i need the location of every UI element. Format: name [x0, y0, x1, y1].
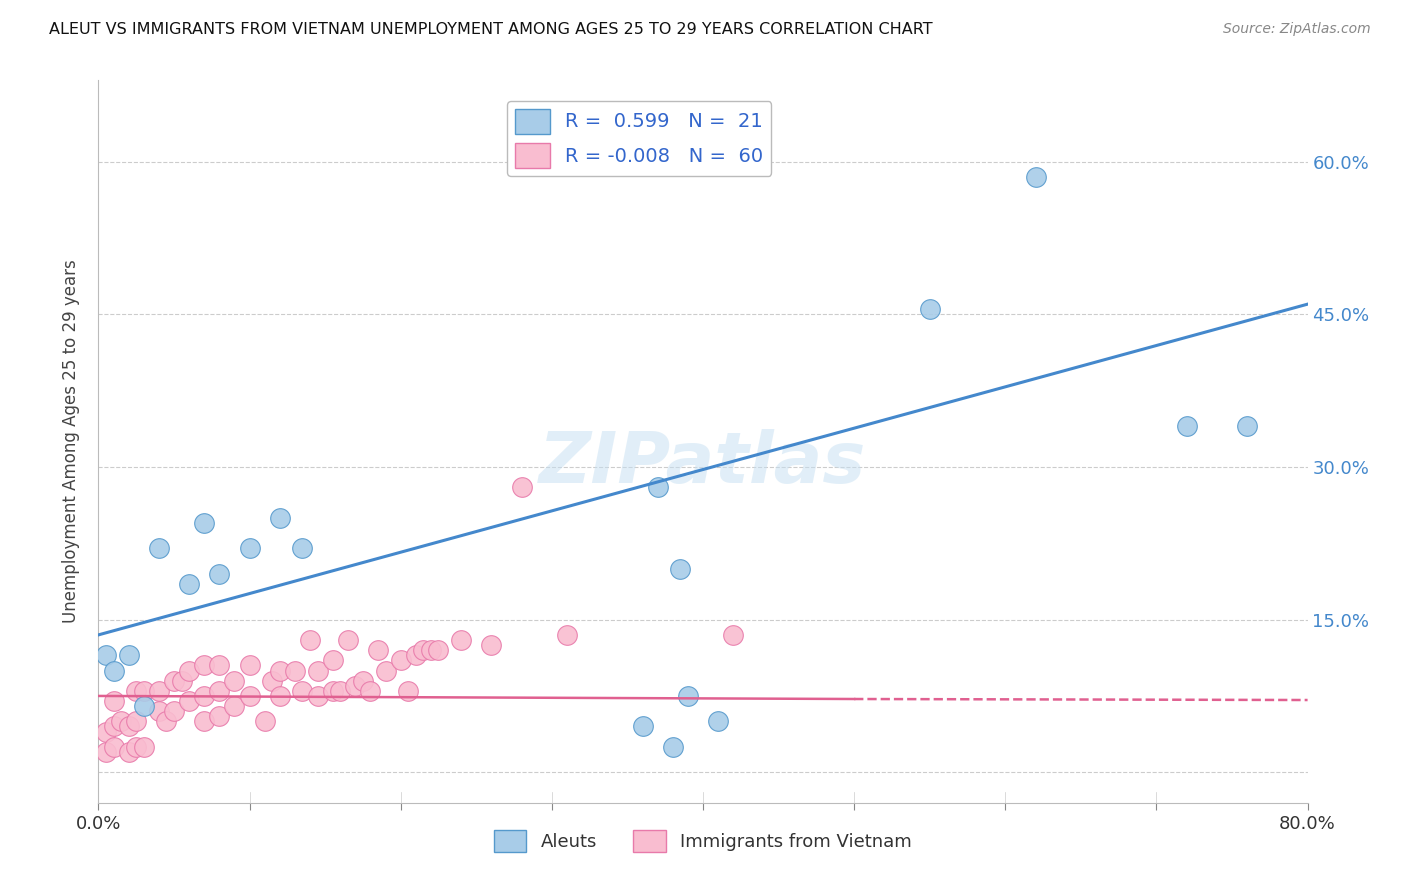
Point [125, 684, 148, 698]
Point [360, 684, 382, 698]
Point [239, 689, 262, 703]
Y-axis label: Unemployment Among Ages 25 to 29 years: Unemployment Among Ages 25 to 29 years [62, 260, 80, 624]
Text: ALEUT VS IMMIGRANTS FROM VIETNAM UNEMPLOYMENT AMONG AGES 25 TO 29 YEARS CORRELAT: ALEUT VS IMMIGRANTS FROM VIETNAM UNEMPLO… [49, 22, 932, 37]
Point [647, 480, 669, 494]
Point [420, 643, 443, 657]
Point [125, 739, 148, 754]
Point [307, 664, 329, 678]
Point [94, 648, 117, 663]
Legend: Aleuts, Immigrants from Vietnam: Aleuts, Immigrants from Vietnam [486, 822, 920, 859]
Point [1175, 419, 1198, 434]
Point [1024, 169, 1046, 184]
Point [389, 653, 412, 667]
Point [179, 694, 201, 708]
Point [163, 704, 186, 718]
Point [299, 632, 322, 647]
Point [224, 673, 246, 688]
Point [239, 541, 262, 556]
Point [118, 648, 141, 663]
Point [707, 714, 730, 729]
Point [155, 714, 177, 729]
Point [344, 679, 367, 693]
Point [110, 714, 132, 729]
Point [427, 643, 450, 657]
Point [170, 673, 193, 688]
Point [163, 673, 186, 688]
Text: ZIPatlas: ZIPatlas [540, 429, 866, 498]
Point [239, 658, 262, 673]
Point [208, 684, 231, 698]
Point [132, 699, 155, 714]
Point [405, 648, 427, 663]
Point [193, 658, 215, 673]
Point [125, 714, 148, 729]
Point [208, 709, 231, 723]
Point [103, 694, 125, 708]
Point [148, 684, 170, 698]
Point [676, 689, 699, 703]
Point [208, 566, 231, 581]
Point [723, 628, 745, 642]
Point [94, 724, 117, 739]
Point [412, 643, 434, 657]
Point [269, 689, 291, 703]
Point [103, 719, 125, 733]
Point [307, 689, 329, 703]
Point [262, 673, 284, 688]
Point [148, 704, 170, 718]
Point [631, 719, 654, 733]
Point [329, 684, 352, 698]
Point [253, 714, 276, 729]
Point [132, 684, 155, 698]
Point [396, 684, 419, 698]
Point [291, 684, 314, 698]
Point [450, 632, 472, 647]
Point [291, 541, 314, 556]
Point [1236, 419, 1258, 434]
Point [193, 714, 215, 729]
Point [322, 684, 344, 698]
Point [284, 664, 307, 678]
Point [374, 664, 396, 678]
Point [669, 562, 692, 576]
Point [336, 632, 359, 647]
Point [918, 302, 941, 317]
Point [510, 480, 533, 494]
Text: Source: ZipAtlas.com: Source: ZipAtlas.com [1223, 22, 1371, 37]
Point [103, 739, 125, 754]
Point [367, 643, 389, 657]
Point [352, 673, 374, 688]
Point [193, 516, 215, 530]
Point [132, 739, 155, 754]
Point [148, 541, 170, 556]
Point [94, 745, 117, 759]
Point [269, 511, 291, 525]
Point [269, 664, 291, 678]
Point [193, 689, 215, 703]
Point [322, 653, 344, 667]
Point [208, 658, 231, 673]
Point [179, 664, 201, 678]
Point [103, 664, 125, 678]
Point [118, 719, 141, 733]
Point [179, 577, 201, 591]
Point [481, 638, 503, 652]
Point [224, 699, 246, 714]
Point [118, 745, 141, 759]
Point [555, 628, 578, 642]
Point [661, 739, 683, 754]
